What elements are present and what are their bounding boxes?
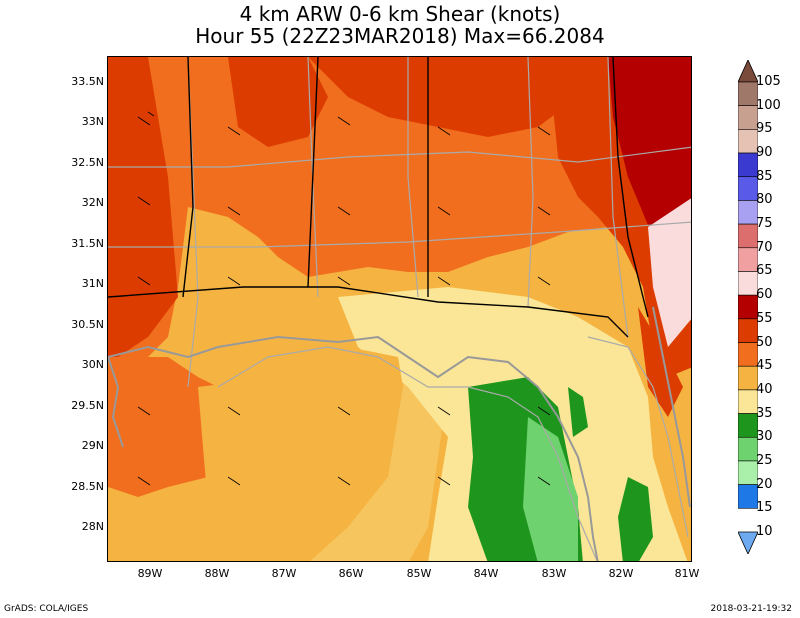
lat-label: 29N — [81, 439, 104, 452]
colorbar-swatch — [738, 294, 758, 320]
lon-label: 83W — [541, 567, 567, 580]
lon-label: 85W — [406, 567, 432, 580]
colorbar-swatch — [738, 271, 758, 296]
colorbar-label: 20 — [756, 476, 773, 492]
colorbar-swatch — [738, 152, 758, 178]
colorbar-label: 65 — [756, 263, 773, 279]
shear-map-canvas — [108, 57, 691, 561]
lat-label: 33N — [81, 115, 104, 128]
colorbar-label: 25 — [756, 452, 773, 468]
lat-label: 28.5N — [71, 480, 104, 493]
colorbar-swatch — [738, 81, 758, 106]
colorbar-label: 100 — [756, 97, 781, 113]
colorbar-swatch — [738, 389, 758, 414]
colorbar-swatch — [738, 413, 758, 438]
lat-label: 32N — [81, 196, 104, 209]
colorbar-swatch — [738, 176, 758, 201]
colorbar-swatch — [738, 129, 758, 154]
colorbar-swatch — [738, 342, 758, 367]
colorbar-label: 40 — [756, 381, 773, 397]
colorbar-label: 90 — [756, 145, 773, 161]
lat-label: 31.5N — [71, 237, 104, 250]
lon-label: 82W — [608, 567, 634, 580]
colorbar-label: 85 — [756, 168, 773, 184]
colorbar-swatch — [738, 105, 758, 130]
colorbar-swatch — [738, 247, 758, 272]
colorbar-label: 75 — [756, 216, 773, 232]
colorbar-label: 50 — [756, 334, 773, 350]
lon-label: 88W — [204, 567, 230, 580]
lat-label: 32.5N — [71, 156, 104, 169]
map-title: 4 km ARW 0-6 km Shear (knots) Hour 55 (2… — [0, 3, 800, 47]
colorbar-swatch — [738, 531, 758, 554]
lon-label: 86W — [338, 567, 364, 580]
colorbar-label: 30 — [756, 429, 773, 445]
colorbar-label: 70 — [756, 239, 773, 255]
lat-label: 30.5N — [71, 318, 104, 331]
colorbar — [738, 60, 758, 554]
title-line-2: Hour 55 (22Z23MAR2018) Max=66.2084 — [195, 24, 605, 48]
footer-credit: GrADS: COLA/IGES — [4, 604, 89, 614]
lon-label: 87W — [271, 567, 297, 580]
colorbar-swatch — [738, 460, 758, 485]
colorbar-label: 105 — [756, 74, 781, 89]
colorbar-label: 15 — [756, 500, 773, 516]
colorbar-label: 45 — [756, 358, 773, 374]
lon-label: 89W — [137, 567, 163, 580]
colorbar-label: 95 — [756, 121, 773, 137]
lat-label: 33.5N — [71, 75, 104, 88]
colorbar-label: 10 — [756, 524, 773, 539]
lat-label: 31N — [81, 277, 104, 290]
colorbar-swatch — [738, 318, 758, 343]
colorbar-swatch — [738, 484, 758, 509]
lat-label: 28N — [81, 520, 104, 533]
footer-timestamp: 2018-03-21-19:32 — [710, 604, 793, 614]
title-line-1: 4 km ARW 0-6 km Shear (knots) — [239, 2, 561, 26]
colorbar-label: 55 — [756, 310, 773, 326]
colorbar-label: 60 — [756, 287, 773, 303]
shear-map — [107, 56, 692, 562]
colorbar-swatch — [738, 436, 758, 462]
colorbar-swatch — [738, 60, 758, 83]
lon-label: 84W — [473, 567, 499, 580]
colorbar-swatch — [738, 200, 758, 225]
colorbar-label: 35 — [756, 405, 773, 421]
colorbar-label: 80 — [756, 192, 773, 208]
colorbar-swatch — [738, 365, 758, 391]
colorbar-swatch — [738, 223, 758, 249]
lat-label: 29.5N — [71, 399, 104, 412]
lon-label: 81W — [674, 567, 700, 580]
lat-label: 30N — [81, 358, 104, 371]
